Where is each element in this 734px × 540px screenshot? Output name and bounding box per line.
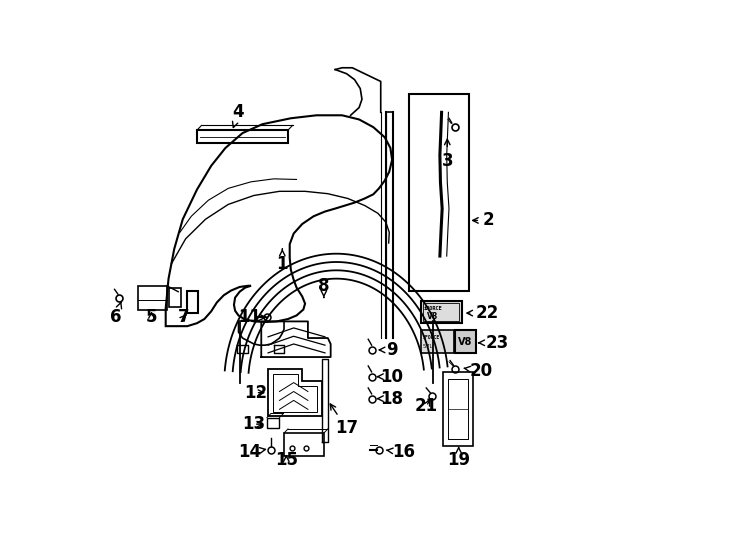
Text: 13: 13 [242,415,266,433]
Text: 14: 14 [239,443,266,461]
Text: 11: 11 [239,308,267,326]
Text: 17: 17 [330,404,358,437]
Text: 22: 22 [467,304,498,322]
Text: 2: 2 [473,212,495,230]
Text: 23: 23 [479,334,509,352]
Text: 1: 1 [277,249,288,273]
Bar [421,301,462,323]
Text: 5: 5 [146,308,157,326]
Bar [423,303,459,321]
Bar [284,433,324,456]
Bar [421,330,454,353]
Text: V8: V8 [427,312,439,321]
Bar [454,330,476,353]
Text: 18: 18 [377,390,404,408]
Text: 8: 8 [318,277,330,298]
Bar [443,372,473,446]
Bar [197,130,288,143]
Text: 5.7L: 5.7L [423,343,433,349]
Text: 4: 4 [233,103,244,127]
Bar [409,94,469,291]
Text: 7: 7 [178,308,189,326]
Text: 19: 19 [447,448,470,469]
Text: 20: 20 [464,362,493,380]
Text: V8: V8 [458,336,473,347]
Text: 21: 21 [415,397,437,415]
Bar [139,286,167,309]
Text: iFORCE: iFORCE [424,306,443,310]
Text: iFORCE: iFORCE [423,335,440,340]
Text: 10: 10 [377,368,404,386]
Text: 16: 16 [386,443,415,461]
Bar [169,288,181,307]
Text: 15: 15 [275,451,298,469]
Bar [267,417,280,428]
Text: 9: 9 [379,341,398,359]
Text: 6: 6 [110,302,122,326]
Text: 3: 3 [441,139,453,170]
Bar [187,291,197,313]
Text: 12: 12 [244,384,267,402]
